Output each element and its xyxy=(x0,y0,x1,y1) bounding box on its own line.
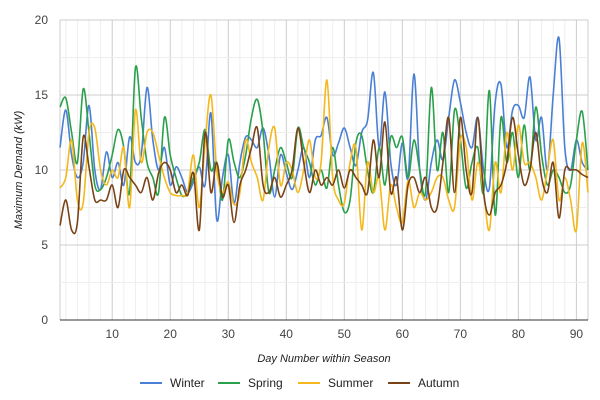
x-tick-label: 90 xyxy=(570,327,584,341)
legend-label: Spring xyxy=(248,376,283,390)
legend-label: Summer xyxy=(328,376,373,390)
x-tick-label: 40 xyxy=(280,327,294,341)
x-axis-title: Day Number within Season xyxy=(257,353,390,365)
series-lines xyxy=(59,36,589,235)
y-axis-title: Maximum Demand (kW) xyxy=(13,110,25,229)
y-tick-label: 15 xyxy=(35,88,49,102)
y-tick-label: 10 xyxy=(35,163,49,177)
legend-label: Autumn xyxy=(418,376,459,390)
x-tick-label: 30 xyxy=(222,327,236,341)
x-tick-label: 70 xyxy=(454,327,468,341)
x-tick-label: 50 xyxy=(338,327,352,341)
legend-item-winter: Winter xyxy=(140,376,205,390)
legend-item-summer: Summer xyxy=(298,376,373,390)
legend-label: Winter xyxy=(170,376,205,390)
y-tick-label: 5 xyxy=(41,238,48,252)
series-line-spring xyxy=(59,65,589,216)
series-line-autumn xyxy=(59,116,589,235)
y-tick-label: 20 xyxy=(35,13,49,27)
y-tick-label: 0 xyxy=(41,313,48,327)
x-tick-label: 10 xyxy=(106,327,120,341)
legend: Winter Spring Summer Autumn xyxy=(140,376,459,390)
y-axis-tick-labels: 0 5 10 15 20 xyxy=(35,13,49,327)
x-tick-label: 60 xyxy=(396,327,410,341)
series-line-winter xyxy=(59,36,589,223)
legend-item-autumn: Autumn xyxy=(388,376,459,390)
x-tick-label: 20 xyxy=(164,327,178,341)
x-tick-label: 80 xyxy=(512,327,526,341)
x-axis-tick-labels: 10 20 30 40 50 60 70 80 90 xyxy=(106,327,584,341)
series-line-summer xyxy=(59,79,589,233)
legend-item-spring: Spring xyxy=(218,376,283,390)
